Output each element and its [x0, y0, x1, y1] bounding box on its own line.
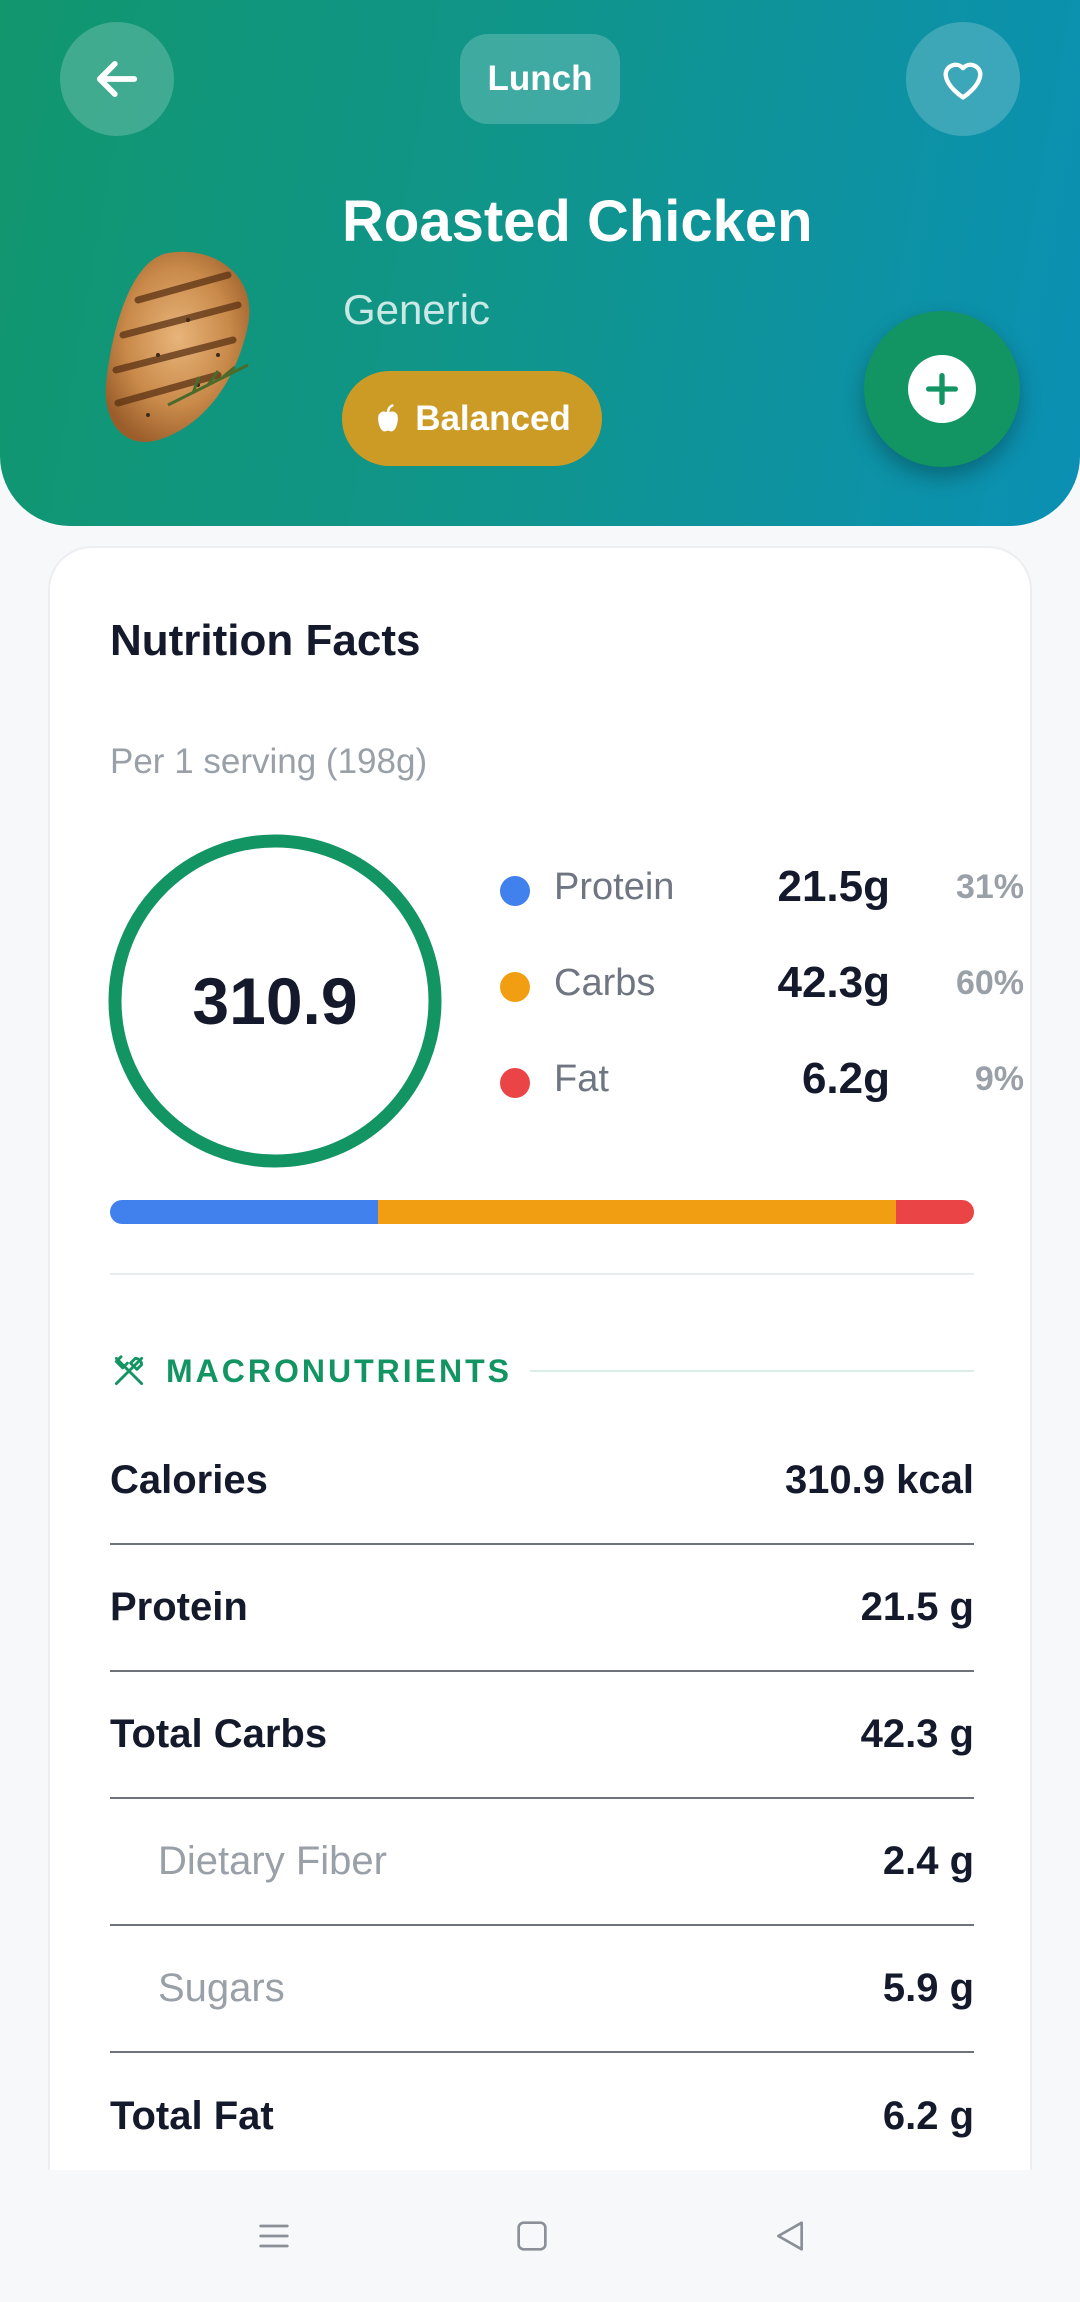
nutrient-value: 21.5 g	[860, 1585, 974, 1629]
section-rule	[529, 1370, 974, 1372]
diet-badge-label: Balanced	[415, 398, 571, 438]
legend-row-fat: Fat 6.2g 9%	[500, 1054, 1024, 1154]
carbs-dot	[500, 972, 530, 1002]
protein-dot	[500, 876, 530, 906]
nutrient-label: Total Fat	[110, 2094, 274, 2138]
nutrient-value: 310.9 kcal	[784, 1458, 974, 1502]
menu-icon	[259, 2224, 289, 2248]
apple-icon	[378, 403, 399, 431]
calorie-ring	[108, 834, 442, 1168]
fat-segment	[896, 1200, 974, 1224]
macro-legend: Protein 21.5g 31% Carbs 42.3g 60% Fat 6.…	[500, 862, 1024, 1154]
nutrient-label: Protein	[110, 1585, 248, 1629]
arrow-left-icon	[96, 61, 138, 97]
nutrition-facts-title: Nutrition Facts	[110, 616, 421, 665]
nutrient-label: Total Carbs	[110, 1712, 328, 1756]
legend-amount: 42.3g	[777, 958, 890, 1007]
nutrition-card: Nutrition Facts Per 1 serving (198g) 310…	[48, 546, 1032, 2186]
nutrient-value: 5.9 g	[882, 1966, 974, 2010]
food-image	[105, 251, 250, 442]
protein-segment	[110, 1200, 378, 1224]
legend-amount: 6.2g	[801, 1054, 890, 1103]
legend-percent: 60%	[955, 964, 1024, 1002]
legend-name: Carbs	[554, 962, 656, 1004]
carbs-segment	[377, 1200, 897, 1224]
nutrient-value: 6.2 g	[882, 2094, 974, 2138]
divider	[110, 1273, 974, 1275]
heart-icon	[943, 62, 983, 100]
macro-distribution-bar	[110, 1200, 974, 1224]
table-row: Dietary Fiber 2.4 g	[110, 1799, 974, 1926]
plus-icon	[926, 373, 958, 405]
food-brand: Generic	[343, 286, 491, 333]
calorie-total: 310.9	[192, 964, 358, 1038]
nutrient-label: Dietary Fiber	[158, 1839, 387, 1883]
utensils-icon	[114, 1355, 144, 1386]
nutrient-table: Calories 310.9 kcal Protein 21.5 g Total…	[110, 1418, 974, 2180]
legend-row-carbs: Carbs 42.3g 60%	[500, 958, 1024, 1058]
legend-row-protein: Protein 21.5g 31%	[500, 862, 1024, 962]
system-nav-bar	[0, 2170, 1080, 2302]
add-button-circle	[908, 355, 976, 423]
food-header: Lunch Roasted Chicken Generic	[0, 0, 1080, 526]
square-icon	[517, 2221, 547, 2251]
legend-percent: 9%	[974, 1060, 1024, 1098]
table-row: Sugars 5.9 g	[110, 1926, 974, 2053]
legend-name: Protein	[554, 866, 675, 908]
meal-type-label: Lunch	[487, 59, 593, 98]
nav-home-button[interactable]	[502, 2206, 562, 2266]
legend-amount: 21.5g	[777, 862, 890, 911]
nutrient-label: Calories	[110, 1458, 268, 1502]
triangle-back-icon	[777, 2221, 803, 2251]
nav-back-button[interactable]	[760, 2206, 820, 2266]
table-row: Protein 21.5 g	[110, 1545, 974, 1672]
table-row: Total Carbs 42.3 g	[110, 1672, 974, 1799]
favorite-button[interactable]	[906, 22, 1020, 136]
legend-percent: 31%	[955, 868, 1024, 906]
add-food-button[interactable]	[864, 311, 1020, 467]
nutrient-value: 42.3 g	[860, 1712, 974, 1756]
table-row: Calories 310.9 kcal	[110, 1418, 974, 1545]
macronutrients-header: MACRONUTRIENTS	[110, 1348, 974, 1394]
fat-dot	[500, 1068, 530, 1098]
serving-size: Per 1 serving (198g)	[110, 742, 428, 781]
nutrient-label: Sugars	[158, 1966, 285, 2010]
nav-menu-button[interactable]	[244, 2206, 304, 2266]
meal-type-pill[interactable]: Lunch	[460, 34, 620, 124]
section-title: MACRONUTRIENTS	[166, 1352, 512, 1389]
legend-name: Fat	[554, 1058, 609, 1100]
back-button[interactable]	[60, 22, 174, 136]
food-name: Roasted Chicken	[342, 189, 813, 254]
nutrient-value: 2.4 g	[882, 1839, 974, 1883]
table-row: Total Fat 6.2 g	[110, 2053, 974, 2180]
diet-badge: Balanced	[342, 371, 602, 466]
